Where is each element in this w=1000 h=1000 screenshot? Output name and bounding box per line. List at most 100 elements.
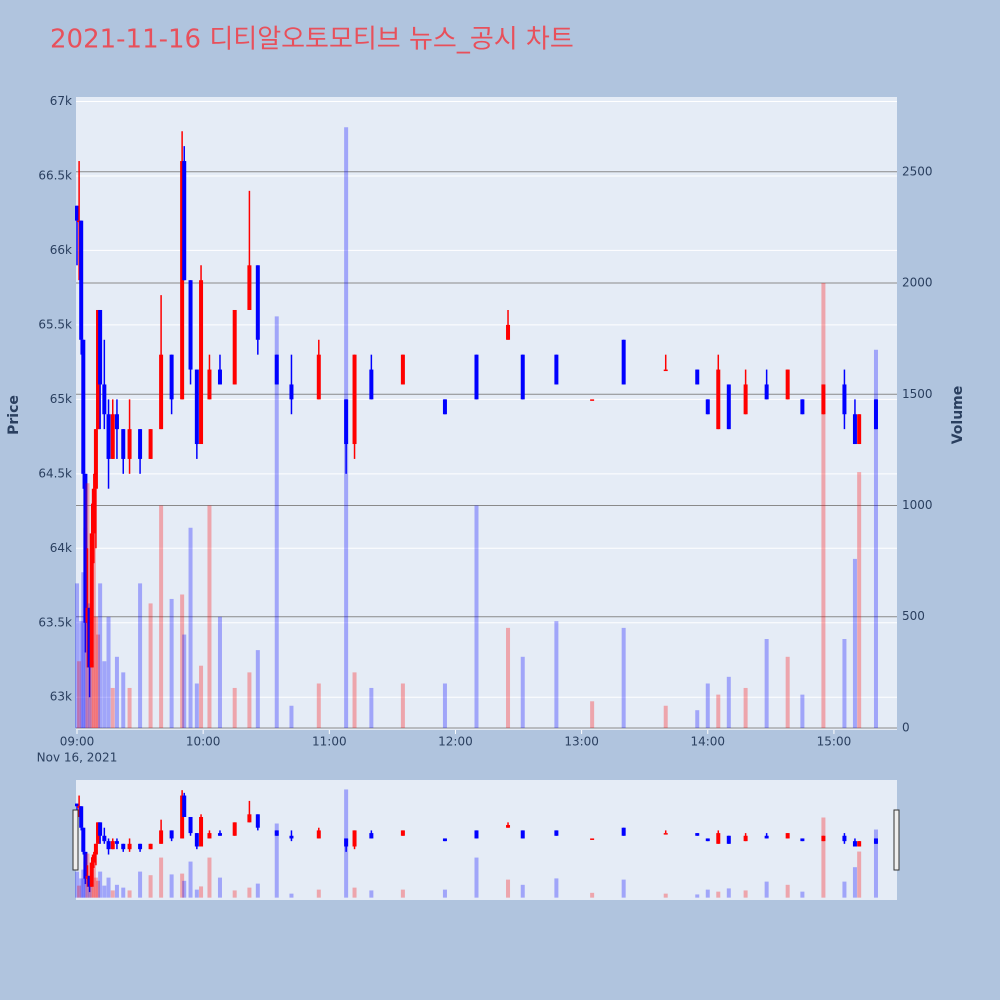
slider-body — [274, 830, 279, 836]
slider-body — [344, 838, 349, 847]
volume-bar — [764, 638, 769, 728]
slider-volume-bar — [705, 889, 710, 898]
slider-body — [289, 835, 294, 839]
chart-title: 2021-11-16 디티알오토모티브 뉴스_공시 차트 — [50, 25, 574, 55]
slider-body — [98, 822, 103, 836]
volume-bar — [369, 687, 374, 728]
y2-tick-label: 0 — [902, 720, 910, 734]
slider-volume-bar — [89, 885, 94, 898]
volume-bar — [79, 621, 84, 728]
slider-handle[interactable] — [893, 809, 900, 871]
volume-bar — [121, 672, 126, 728]
slider-volume-bar — [621, 879, 626, 898]
y-tick-label: 67k — [50, 94, 72, 108]
y-tick-label: 63.5k — [38, 615, 72, 629]
volume-bar — [182, 634, 187, 728]
volume-bar — [77, 661, 82, 728]
slider-volume-bar — [180, 873, 185, 898]
volume-bar — [695, 710, 700, 728]
candle-body — [764, 384, 769, 400]
candle-body — [716, 369, 721, 430]
slider-handle[interactable] — [72, 809, 79, 871]
slider-body — [89, 862, 94, 887]
volume-bar — [785, 656, 790, 728]
volume-bar — [663, 705, 668, 728]
volume-bar — [148, 603, 153, 728]
candle-body — [352, 354, 357, 445]
slider-body — [159, 830, 164, 844]
slider-body — [75, 803, 79, 807]
slider-volume-bar — [316, 889, 321, 898]
candle-body — [520, 354, 525, 400]
candle-body — [316, 354, 321, 400]
slider-body — [316, 830, 321, 839]
volume-bar — [110, 687, 115, 728]
slider-body — [87, 876, 92, 887]
slider-volume-bar — [857, 851, 862, 898]
volume-bar — [442, 683, 447, 728]
slider-volume-bar — [369, 890, 374, 898]
volume-bar — [705, 683, 710, 728]
slider-volume-bar — [188, 861, 193, 898]
candle-body — [159, 354, 164, 430]
y2-axis-title: Volume — [950, 386, 966, 445]
candle-body — [79, 220, 84, 340]
slider-body — [207, 833, 212, 839]
volume-bar — [91, 516, 96, 728]
candle-body — [110, 414, 115, 459]
slider-body — [506, 825, 511, 828]
slider-body — [110, 841, 115, 850]
candle-body — [506, 324, 511, 340]
volume-bar — [400, 683, 405, 728]
volume-bar — [857, 472, 862, 728]
candle-body — [800, 399, 805, 415]
slider-body — [217, 833, 222, 836]
candle-body — [102, 384, 107, 415]
candle-body — [289, 384, 294, 400]
candle-body — [75, 205, 79, 221]
slider-body — [114, 841, 119, 844]
candle-body — [821, 384, 826, 415]
slider-body — [474, 830, 479, 839]
y-tick-label: 63k — [50, 690, 72, 704]
candle-body — [842, 384, 847, 415]
slider-body — [127, 843, 132, 850]
candle-body — [77, 220, 82, 223]
candle-body — [188, 280, 193, 370]
slider-body — [182, 795, 187, 817]
volume-bar — [232, 687, 237, 728]
candle-body — [255, 265, 260, 340]
candle-body — [369, 369, 374, 400]
slider-volume-bar — [102, 885, 107, 898]
slider-volume-bar — [127, 890, 132, 898]
slider-body — [85, 876, 90, 879]
candle-body — [199, 280, 204, 445]
slider-volume-bar — [506, 879, 511, 898]
slider-volume-bar — [91, 859, 96, 898]
slider-volume-bar — [695, 894, 700, 898]
y-tick-label: 64.5k — [38, 466, 72, 480]
slider-volume-bar — [764, 881, 769, 898]
slider-body — [663, 833, 668, 835]
slider-body — [232, 822, 237, 836]
volume-bar — [821, 283, 826, 728]
candle-body — [857, 414, 862, 445]
volume-bar — [621, 627, 626, 728]
slider-body — [842, 835, 847, 842]
slider-volume-bar — [400, 889, 405, 898]
y-tick-label: 65.5k — [38, 317, 72, 331]
slider-body — [442, 838, 447, 842]
range-slider[interactable] — [76, 780, 897, 900]
slider-body — [554, 830, 559, 836]
slider-volume-bar — [785, 884, 790, 898]
slider-body — [821, 835, 826, 842]
volume-bar — [81, 572, 86, 728]
slider-body — [764, 835, 769, 839]
slider-body — [400, 830, 405, 836]
slider-body — [852, 841, 857, 847]
slider-volume-bar — [474, 857, 479, 898]
volume-bar — [96, 634, 101, 728]
slider-volume-bar — [255, 883, 260, 898]
plot-area — [76, 97, 897, 730]
